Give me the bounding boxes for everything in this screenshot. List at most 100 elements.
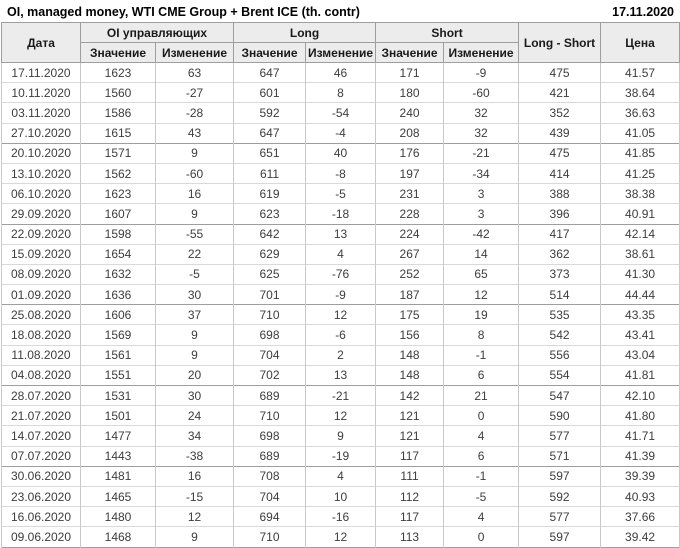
long-value-cell: 623 <box>233 203 307 224</box>
table-row: 09.06.2020 1468 9 710 12 113 0 597 39.42 <box>1 526 680 547</box>
date-cell: 08.09.2020 <box>1 263 81 285</box>
short-change-cell: -60 <box>443 82 520 103</box>
table-row: 01.09.2020 1636 30 701 -9 187 12 514 44.44 <box>1 284 680 305</box>
oi-change-cell: 9 <box>154 526 235 547</box>
date-cell: 28.07.2020 <box>1 384 81 406</box>
short-value-cell: 148 <box>375 344 445 366</box>
oi-value-cell: 1636 <box>80 284 156 305</box>
long-value-cell: 694 <box>233 506 307 527</box>
long-value-cell: 708 <box>233 465 307 487</box>
price-cell: 41.80 <box>600 405 680 426</box>
long-value-cell: 611 <box>233 162 307 184</box>
long-change-cell: -21 <box>305 384 377 406</box>
long-value-cell: 619 <box>233 183 307 204</box>
long-change-cell: 12 <box>305 526 377 547</box>
short-change-cell: -9 <box>443 61 520 83</box>
long-short-cell: 597 <box>518 526 602 547</box>
short-value-cell: 187 <box>375 284 445 305</box>
oi-value-cell: 1569 <box>80 324 156 346</box>
table-header: Дата OI управляющих Long Short Long - Sh… <box>1 22 680 63</box>
long-short-cell: 439 <box>518 122 602 144</box>
long-short-cell: 577 <box>518 506 602 527</box>
date-cell: 03.11.2020 <box>1 102 81 124</box>
short-change-cell: -34 <box>443 162 520 184</box>
price-cell: 43.04 <box>600 344 680 366</box>
table-row: 22.09.2020 1598 -55 642 13 224 -42 417 42.14 <box>1 223 680 245</box>
short-value-cell: 176 <box>375 142 445 164</box>
oi-value-cell: 1468 <box>80 526 156 547</box>
long-short-cell: 592 <box>518 485 602 507</box>
oi-change-cell: 43 <box>154 122 235 144</box>
price-cell: 40.91 <box>600 203 680 224</box>
table-row: 14.07.2020 1477 34 698 9 121 4 577 41.71 <box>1 425 680 447</box>
oi-value-cell: 1623 <box>80 183 156 204</box>
long-value-cell: 592 <box>233 102 307 124</box>
price-cell: 43.35 <box>600 304 680 325</box>
col-subheader-long-change: Изменение <box>305 42 377 63</box>
oi-value-cell: 1607 <box>80 203 156 224</box>
long-short-cell: 571 <box>518 445 602 467</box>
long-short-cell: 421 <box>518 82 602 103</box>
long-change-cell: -16 <box>305 506 377 527</box>
oi-change-cell: 16 <box>154 465 235 487</box>
short-change-cell: 65 <box>443 263 520 285</box>
short-value-cell: 121 <box>375 425 445 447</box>
oi-change-cell: -38 <box>154 445 235 467</box>
long-short-cell: 554 <box>518 364 602 386</box>
short-value-cell: 148 <box>375 364 445 386</box>
short-value-cell: 156 <box>375 324 445 346</box>
short-value-cell: 117 <box>375 445 445 467</box>
price-cell: 43.41 <box>600 324 680 346</box>
col-subheader-oi-change: Изменение <box>154 42 235 63</box>
oi-data-table: Дата OI управляющих Long Short Long - Sh… <box>1 22 680 548</box>
oi-change-cell: -60 <box>154 162 235 184</box>
oi-change-cell: 34 <box>154 425 235 447</box>
col-group-long: Long <box>233 22 377 43</box>
short-change-cell: 4 <box>443 425 520 447</box>
price-cell: 38.38 <box>600 183 680 204</box>
oi-change-cell: 20 <box>154 364 235 386</box>
page-title: OI, managed money, WTI CME Group + Brent… <box>7 5 360 19</box>
table-row: 28.07.2020 1531 30 689 -21 142 21 547 42.10 <box>1 384 680 406</box>
oi-change-cell: 30 <box>154 384 235 406</box>
short-value-cell: 111 <box>375 465 445 487</box>
report-date: 17.11.2020 <box>612 5 674 19</box>
date-cell: 30.06.2020 <box>1 465 81 487</box>
price-cell: 39.42 <box>600 526 680 547</box>
date-cell: 09.06.2020 <box>1 526 81 547</box>
long-change-cell: -19 <box>305 445 377 467</box>
price-cell: 42.14 <box>600 223 680 245</box>
long-short-cell: 542 <box>518 324 602 346</box>
table-body: 17.11.2020 1623 63 647 46 171 -9 475 41.57 10.11.… <box>1 61 680 547</box>
col-header-price: Цена <box>600 22 680 63</box>
long-change-cell: 4 <box>305 243 377 265</box>
oi-change-cell: 9 <box>154 324 235 346</box>
short-value-cell: 231 <box>375 183 445 204</box>
short-change-cell: -21 <box>443 142 520 164</box>
col-header-date: Дата <box>1 22 81 63</box>
long-value-cell: 647 <box>233 61 307 83</box>
short-value-cell: 142 <box>375 384 445 406</box>
table-row: 17.11.2020 1623 63 647 46 171 -9 475 41.57 <box>1 61 680 83</box>
long-value-cell: 651 <box>233 142 307 164</box>
price-cell: 44.44 <box>600 284 680 305</box>
long-short-cell: 514 <box>518 284 602 305</box>
long-change-cell: 12 <box>305 304 377 325</box>
date-cell: 17.11.2020 <box>1 61 81 83</box>
long-value-cell: 629 <box>233 243 307 265</box>
price-cell: 36.63 <box>600 102 680 124</box>
short-value-cell: 197 <box>375 162 445 184</box>
oi-value-cell: 1571 <box>80 142 156 164</box>
oi-value-cell: 1480 <box>80 506 156 527</box>
short-value-cell: 112 <box>375 485 445 507</box>
short-change-cell: 4 <box>443 506 520 527</box>
oi-value-cell: 1598 <box>80 223 156 245</box>
oi-change-cell: 30 <box>154 284 235 305</box>
short-value-cell: 228 <box>375 203 445 224</box>
short-change-cell: 6 <box>443 445 520 467</box>
date-cell: 04.08.2020 <box>1 364 81 386</box>
long-change-cell: 10 <box>305 485 377 507</box>
col-group-short: Short <box>375 22 520 43</box>
price-cell: 41.71 <box>600 425 680 447</box>
short-change-cell: 21 <box>443 384 520 406</box>
